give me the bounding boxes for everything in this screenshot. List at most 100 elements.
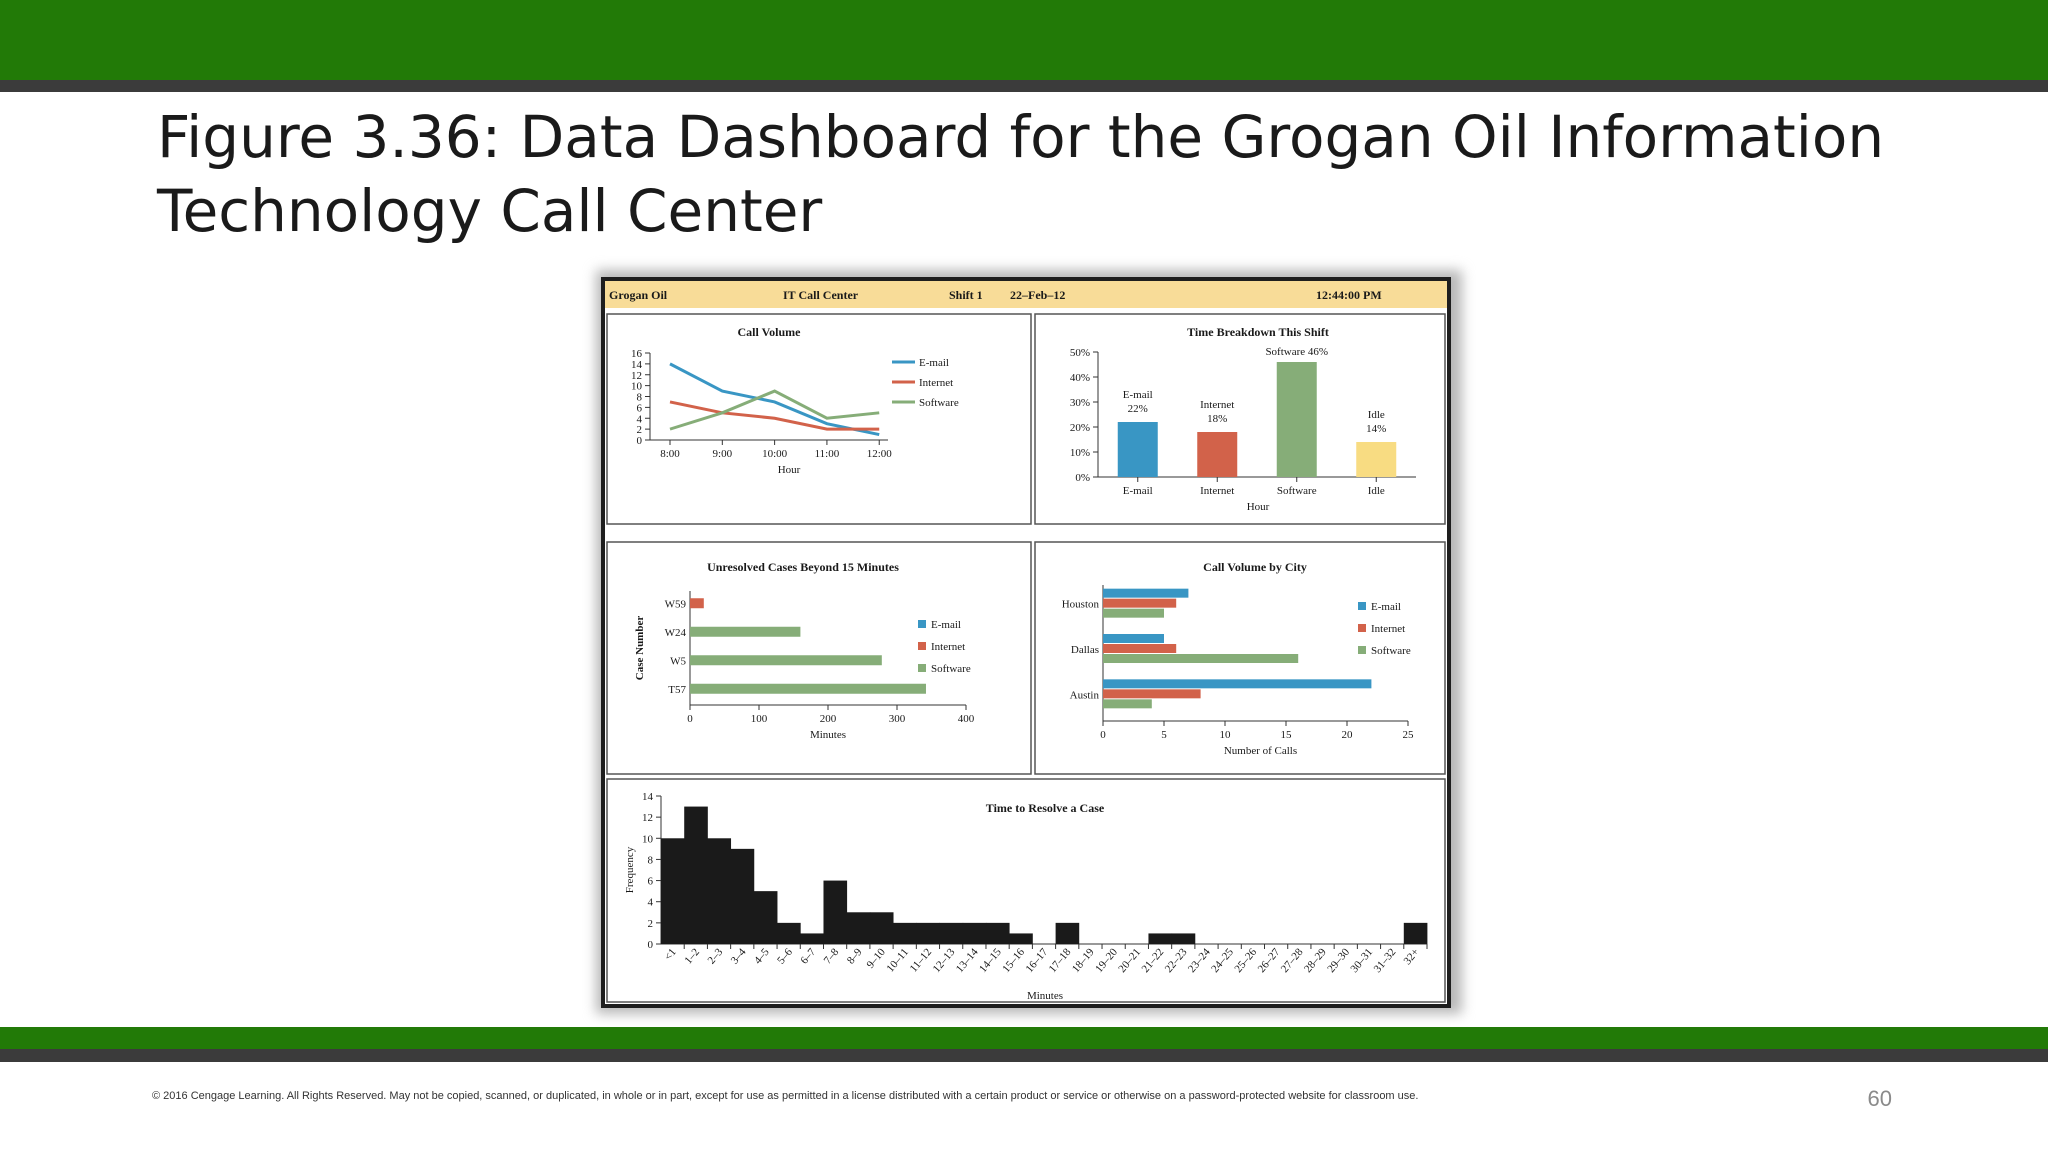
x-tick-label: 100 (751, 713, 768, 725)
x-tick-label: 19–20 (1093, 946, 1120, 975)
legend-label: E-mail (1371, 601, 1401, 613)
bar-dallas-e-mail (1103, 634, 1164, 643)
series-line-internet (669, 400, 880, 431)
y-tick-label: 30% (1070, 397, 1090, 409)
y-tick-label: Houston (1062, 599, 1100, 611)
y-tick-label: 20% (1070, 422, 1090, 434)
y-tick-label: 0 (648, 939, 654, 951)
bar-houston-e-mail (1103, 588, 1189, 598)
histogram-bar (1403, 922, 1428, 944)
y-tick-label: 10% (1070, 447, 1090, 459)
histogram-bar (893, 922, 917, 944)
chart-title: Call Volume by City (1203, 560, 1307, 574)
chart-title: Time Breakdown This Shift (1187, 325, 1329, 339)
header-department: IT Call Center (783, 288, 859, 302)
y-tick-label: 12 (642, 812, 653, 824)
legend-swatch (918, 642, 926, 650)
x-tick-label: <1 (662, 946, 679, 963)
x-tick-label: 14–15 (977, 946, 1004, 975)
x-tick-label: 10 (1220, 729, 1232, 741)
x-tick-label: Software (1277, 485, 1317, 497)
bar-idle (1356, 442, 1397, 477)
y-tick-label: 14 (631, 359, 643, 371)
histogram-bar (1171, 933, 1196, 944)
y-tick-label: 2 (637, 424, 643, 436)
y-tick-label: 8 (637, 392, 643, 404)
histogram-bar (800, 933, 824, 944)
dashboard-image: Grogan Oil IT Call Center Shift 1 22–Feb… (601, 277, 1451, 1008)
bottom-gray-band (0, 1049, 2048, 1062)
x-tick-label: 25–26 (1232, 946, 1259, 975)
x-tick-label: 12:00 (867, 448, 893, 460)
histogram-bar (985, 922, 1010, 944)
legend-swatch (918, 620, 926, 628)
legend-label: E-mail (931, 619, 961, 631)
y-tick-label: 4 (648, 897, 654, 909)
y-tick-label: 40% (1070, 372, 1090, 384)
chart-title: Call Volume (737, 325, 801, 339)
legend-swatch (918, 664, 926, 672)
panel-call-volume (606, 313, 1032, 525)
y-tick-label: Austin (1070, 689, 1100, 701)
x-tick-label: Internet (1200, 485, 1234, 497)
x-tick-label: 10–11 (884, 946, 911, 974)
bar-software (1276, 362, 1317, 477)
header-company: Grogan Oil (609, 288, 668, 302)
x-tick-label: 5 (1161, 729, 1167, 741)
x-tick-label: 21–22 (1139, 946, 1166, 975)
x-axis-label: Number of Calls (1224, 745, 1297, 757)
page-number: 60 (1867, 1086, 1892, 1111)
series-line-software (669, 389, 880, 431)
y-tick-label: W59 (665, 598, 687, 610)
histogram-bar (823, 880, 848, 944)
x-tick-label: 17–18 (1047, 946, 1074, 975)
legend-label: E-mail (919, 357, 949, 369)
x-tick-label: 8–9 (845, 946, 865, 967)
x-tick-label: 6–7 (798, 946, 818, 967)
x-tick-label: 200 (820, 713, 837, 725)
bar-internet (1197, 432, 1238, 477)
x-tick-label: 30–31 (1348, 946, 1375, 975)
histogram-bar (1055, 922, 1080, 944)
y-tick-label: W24 (665, 627, 687, 639)
bar-houston-software (1103, 608, 1164, 618)
bar-w5 (690, 655, 882, 666)
histogram-bar (707, 838, 732, 944)
y-tick-label: 0 (637, 435, 643, 447)
x-tick-label: Idle (1368, 485, 1385, 497)
series-line-e-mail (669, 362, 880, 437)
histogram-bar (939, 922, 964, 944)
histogram-bar (1009, 933, 1033, 944)
x-tick-label: 26–27 (1256, 946, 1283, 975)
x-tick-label: 15 (1281, 729, 1293, 741)
chart-title: Time to Resolve a Case (986, 801, 1105, 815)
y-axis-label: Case Number (634, 616, 646, 681)
dashboard-header-bar (605, 281, 1447, 308)
legend-label: Internet (1371, 623, 1405, 635)
y-tick-label: 12 (631, 370, 642, 382)
data-label-name: Idle (1368, 409, 1385, 421)
histogram-bar (916, 922, 940, 944)
top-green-band (0, 0, 2048, 80)
x-tick-label: 16–17 (1023, 946, 1050, 975)
y-tick-label: 6 (648, 876, 654, 888)
y-tick-label: 14 (642, 791, 654, 803)
legend-label: Software (931, 663, 971, 675)
y-tick-label: 6 (637, 402, 643, 414)
x-tick-label: 20–21 (1116, 946, 1143, 975)
bar-austin-internet (1103, 689, 1201, 699)
time-breakdown-chart: Time Breakdown This Shift 0% 10% 20% 30% 40% 5… (1070, 325, 1416, 513)
legend-label: Software (1371, 645, 1411, 657)
histogram-bar (730, 848, 755, 944)
x-tick-label: 15–16 (1000, 946, 1027, 975)
x-tick-label: 300 (889, 713, 906, 725)
legend-swatch (1358, 624, 1366, 632)
dashboard-svg: Grogan Oil IT Call Center Shift 1 22–Feb… (605, 281, 1447, 1003)
x-axis-label: Minutes (1027, 990, 1063, 1002)
y-tick-label: 50% (1070, 347, 1090, 359)
x-tick-label: 20 (1342, 729, 1354, 741)
data-label-value: 14% (1366, 423, 1386, 435)
data-label-value: 18% (1207, 413, 1227, 425)
histogram-bar (684, 806, 708, 944)
